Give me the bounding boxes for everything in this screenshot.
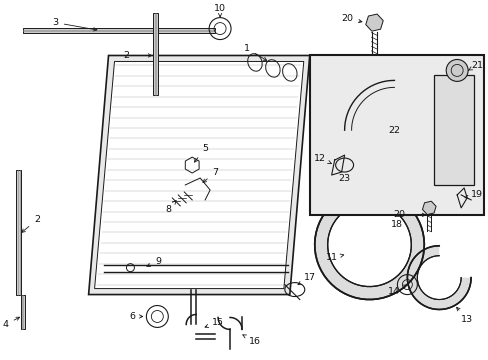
Bar (433, 75, 473, 185)
Text: 13: 13 (456, 307, 472, 324)
Text: 2: 2 (123, 51, 151, 60)
Text: 11: 11 (325, 253, 343, 262)
Text: 20: 20 (341, 14, 361, 23)
Text: 4: 4 (3, 317, 20, 329)
Text: 17: 17 (297, 273, 315, 285)
FancyBboxPatch shape (309, 55, 483, 215)
Polygon shape (314, 201, 424, 300)
Text: 5: 5 (194, 144, 208, 162)
Text: 20: 20 (392, 210, 425, 219)
Text: 15: 15 (204, 318, 224, 328)
Polygon shape (153, 13, 158, 95)
Text: 3: 3 (53, 18, 97, 31)
Polygon shape (21, 294, 25, 329)
Polygon shape (88, 55, 309, 294)
Text: 8: 8 (165, 201, 176, 215)
Text: 18: 18 (390, 220, 403, 229)
Text: 9: 9 (146, 257, 161, 267)
Text: 21: 21 (468, 61, 482, 70)
Text: 16: 16 (243, 335, 261, 346)
Text: 12: 12 (313, 154, 331, 163)
Text: 6: 6 (129, 312, 142, 321)
Text: 23: 23 (338, 174, 350, 183)
Text: 2: 2 (21, 215, 40, 233)
Polygon shape (94, 62, 303, 289)
Polygon shape (23, 28, 215, 33)
Polygon shape (407, 246, 470, 310)
Text: 19: 19 (464, 190, 482, 199)
Text: 22: 22 (387, 126, 400, 135)
Text: 7: 7 (203, 167, 218, 183)
Circle shape (446, 59, 467, 81)
Text: 14: 14 (387, 285, 406, 296)
Text: 10: 10 (214, 4, 225, 17)
Polygon shape (17, 170, 21, 294)
Text: 1: 1 (244, 44, 266, 60)
